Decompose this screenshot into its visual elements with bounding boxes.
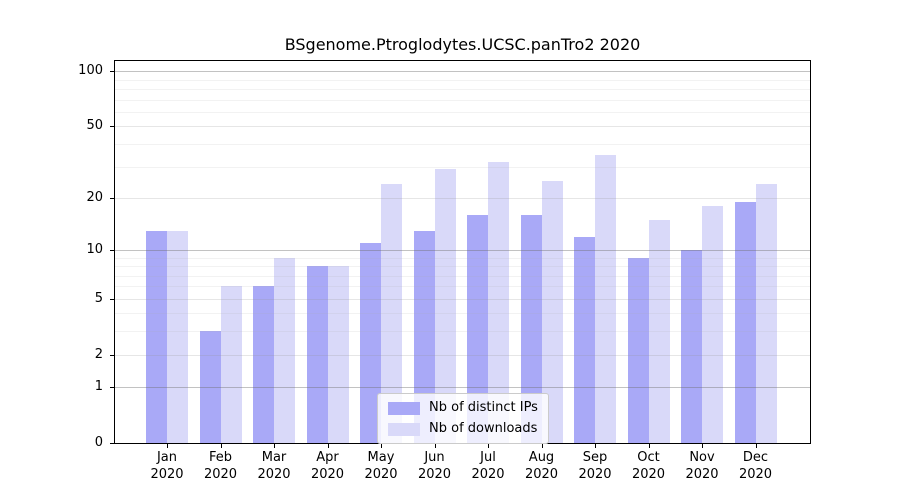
- x-tick-label: Mar 2020: [257, 450, 291, 482]
- x-tick-label: Feb 2020: [203, 450, 238, 482]
- x-tick-label: Aug 2020: [524, 450, 559, 482]
- gridline-minor: [115, 79, 810, 81]
- x-tick: [381, 444, 382, 448]
- bar-downloads: [595, 154, 616, 443]
- gridline-minor: [115, 266, 810, 268]
- x-tick: [327, 444, 329, 448]
- bar-distinct-ips: [360, 242, 381, 443]
- x-tick: [755, 444, 757, 448]
- legend-item: Nb of distinct IPs: [388, 400, 538, 416]
- gridline-minor: [115, 275, 810, 277]
- bar-distinct-ips: [520, 214, 542, 443]
- x-tick-label: Nov 2020: [685, 450, 719, 482]
- legend-label: Nb of distinct IPs: [429, 400, 538, 415]
- x-tick: [541, 444, 543, 448]
- gridline-minor: [115, 257, 810, 259]
- x-tick-label: Dec 2020: [738, 450, 773, 482]
- gridline-mid: [115, 298, 810, 300]
- bar-downloads: [702, 205, 723, 443]
- y-tick-label: 0: [94, 435, 103, 450]
- plot-area: Nb of distinct IPs Nb of downloads: [114, 60, 811, 444]
- y-tick: [110, 126, 114, 128]
- y-tick: [110, 298, 114, 300]
- gridline-mid: [115, 197, 810, 199]
- bar-downloads: [541, 180, 563, 443]
- bar-downloads: [274, 257, 295, 443]
- y-tick: [110, 71, 114, 73]
- x-tick-label: Apr 2020: [310, 450, 345, 482]
- bar-distinct-ips: [574, 236, 595, 443]
- x-tick: [648, 444, 650, 448]
- gridline-minor: [115, 331, 810, 333]
- x-tick: [274, 444, 275, 448]
- bar-distinct-ips: [199, 331, 221, 443]
- legend-swatch-downloads: [388, 422, 420, 436]
- gridline-minor: [115, 166, 810, 168]
- gridline-mid: [115, 354, 810, 356]
- y-tick-label: 100: [78, 63, 103, 79]
- bar-downloads: [755, 183, 777, 443]
- gridline-minor: [115, 286, 810, 288]
- x-tick-label: Jul 2020: [471, 450, 505, 482]
- bar-distinct-ips: [253, 286, 274, 443]
- legend-item: Nb of downloads: [388, 421, 538, 437]
- chart-title: BSgenome.Ptroglodytes.UCSC.panTro2 2020: [284, 35, 641, 54]
- bar-distinct-ips: [146, 230, 167, 443]
- bar-downloads: [167, 230, 188, 443]
- x-tick: [220, 444, 222, 448]
- gridline-minor: [115, 89, 810, 91]
- y-tick-label: 10: [86, 241, 103, 257]
- bar-downloads: [327, 266, 349, 443]
- bar-distinct-ips: [413, 230, 435, 443]
- y-tick-label: 20: [86, 189, 103, 205]
- x-tick: [434, 444, 436, 448]
- gridline-decade: [115, 387, 810, 389]
- bar-downloads: [648, 219, 670, 443]
- gridline-minor: [115, 313, 810, 315]
- bar-downloads: [488, 161, 509, 443]
- gridline-minor: [115, 112, 810, 114]
- bar-distinct-ips: [734, 201, 756, 443]
- y-tick: [110, 387, 114, 389]
- legend-swatch-distinct-ips: [388, 401, 420, 415]
- gridline-minor: [115, 144, 810, 146]
- x-tick-label: Jan 2020: [150, 450, 184, 482]
- y-tick-label: 2: [94, 346, 103, 362]
- bar-distinct-ips: [681, 249, 702, 443]
- gridline-mid: [115, 126, 810, 128]
- x-tick: [167, 444, 168, 448]
- gridline-minor: [115, 99, 810, 101]
- x-tick-label: Sep 2020: [578, 450, 612, 482]
- x-tick-label: May 2020: [364, 450, 398, 482]
- y-tick-label: 1: [94, 379, 103, 395]
- legend: Nb of distinct IPs Nb of downloads: [377, 393, 549, 444]
- x-tick: [595, 444, 596, 448]
- y-tick: [110, 197, 114, 199]
- gridline-decade: [115, 71, 810, 73]
- bar-distinct-ips: [306, 266, 328, 443]
- bar-downloads: [220, 286, 242, 443]
- gridline-decade: [115, 249, 810, 251]
- x-tick-label: Jun 2020: [417, 450, 452, 482]
- bar-distinct-ips: [627, 257, 649, 443]
- y-tick-label: 50: [86, 118, 103, 134]
- bar-downloads: [381, 183, 402, 443]
- x-tick-label: Oct 2020: [631, 450, 666, 482]
- y-tick: [110, 443, 114, 444]
- x-tick: [488, 444, 489, 448]
- y-tick: [110, 354, 114, 356]
- legend-label: Nb of downloads: [429, 421, 538, 436]
- y-tick-label: 5: [94, 290, 103, 306]
- bar-distinct-ips: [467, 214, 488, 443]
- x-tick: [702, 444, 703, 448]
- y-tick: [110, 249, 114, 251]
- bar-downloads: [434, 169, 456, 443]
